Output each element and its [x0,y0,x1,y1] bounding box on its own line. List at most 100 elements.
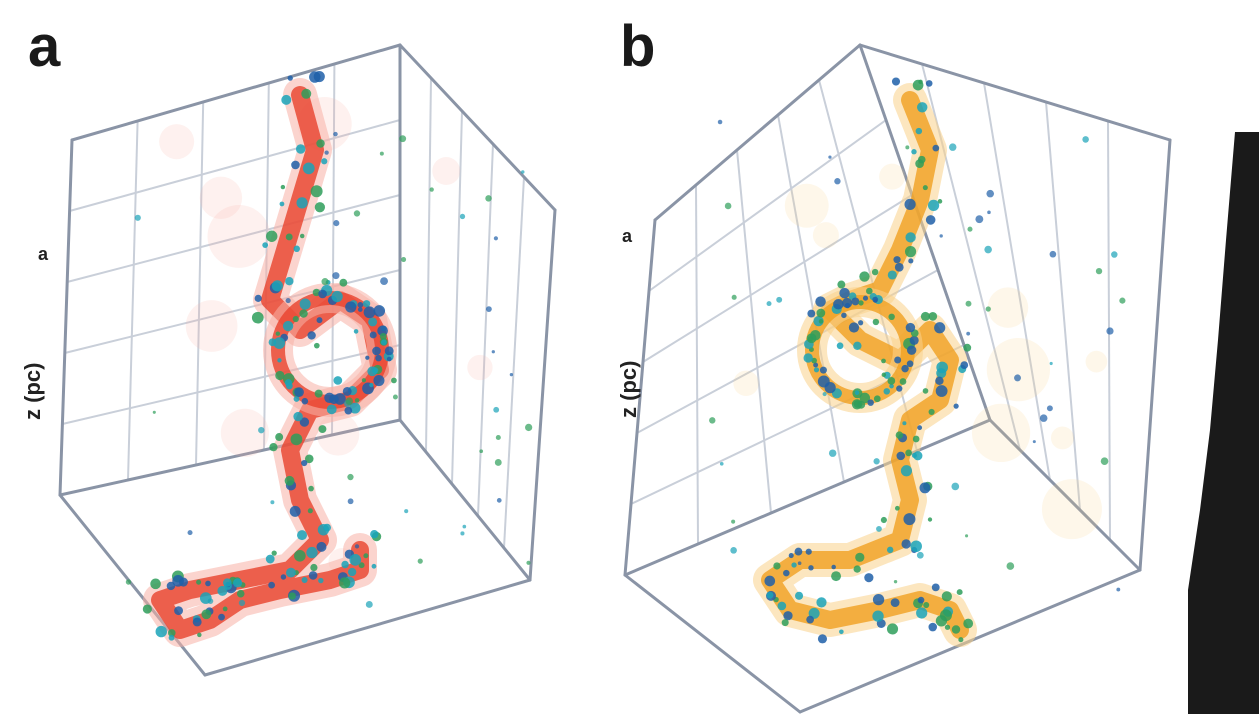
panel-a-point [339,577,351,589]
panel-a-point [363,306,376,319]
panel-b-point [848,322,860,333]
panel-a-point [265,554,275,564]
panel-a-points [125,70,533,641]
panel-a-grid-line [477,143,494,517]
panel-a-point [251,311,264,324]
panel-a-point [345,301,357,313]
panel-b-point [788,553,794,559]
panel-a-point [353,329,359,334]
panel-b-point [797,561,802,566]
panel-a-grid [62,63,525,549]
panel-b-point [927,199,940,211]
panel-a-point [258,426,265,434]
panel-b-point [867,399,874,406]
panel-b-point [944,624,951,630]
panel-b-point [766,591,774,599]
panel-b-point [916,607,928,619]
panel-b-point [841,312,847,319]
panel-b-point [896,385,903,392]
panel-b-point [903,513,916,526]
panel-b-point [808,565,814,571]
panel-a-point [222,606,228,612]
panel-a-grid-line [503,176,525,549]
panel-b-point [908,258,914,264]
panel-a-point [357,302,364,308]
panel-b-point [911,149,917,155]
panel-b-point [719,461,724,466]
panel-b-point [966,331,971,336]
panel-b-point [818,319,824,324]
panel-b-halo-blob [879,163,906,190]
panel-a-point [324,150,329,155]
panel-b-z-axis-label: z (pc) [616,360,641,418]
panel-b-halo-blob [1085,350,1108,373]
panel-a-point [333,220,340,227]
panel-b-cube-edge [623,418,992,577]
panel-a-point [371,367,379,374]
panel-b-point [873,458,880,465]
panel-b-point [806,333,817,344]
panel-a-point [429,187,434,192]
panel-a-point [308,571,318,580]
panel-b-point [905,449,912,457]
panel-a-cube-edge [58,138,74,497]
panel-b-point [764,575,776,587]
panel-a-point [302,162,315,175]
panel-b-point [1046,405,1053,412]
panel-b-point [951,625,961,634]
panel-b-point [905,232,916,243]
panel-a-halo-blob [159,124,195,160]
panel-a-point [371,563,377,569]
panel-b-halo-blob [986,337,1051,402]
panel-b-point [881,372,887,378]
panel-b-cube-edge [858,43,1172,142]
panel-a-point [331,290,343,303]
panel-b-point [851,297,860,306]
panel-a-point [384,346,394,356]
panel-a-point [196,579,202,585]
panel-a-grid-line [195,101,205,466]
panel-a-point [307,508,313,514]
panel-a-point [205,580,211,587]
panel-b-halo [733,163,1108,540]
panel-b-point [925,215,936,225]
panel-a-point [271,550,277,556]
panel-b-axis-tick: a [622,226,633,246]
panel-a-point [380,277,388,286]
panel-a-point [347,498,354,505]
panel-b-point [916,551,924,559]
panel-a-point [294,387,304,398]
panel-a-point [280,184,286,190]
panel-a-point [314,202,326,213]
panel-b-point [928,408,935,415]
panel-a-point [363,553,369,559]
panel-a-point [310,185,323,198]
panel-a-point [321,158,328,165]
panel-a-point [307,331,316,340]
panel-a-point [496,497,502,503]
panel-a-point [304,454,314,464]
panel-a-point [289,505,301,517]
panel-a-grid-line [66,194,401,283]
panel-a-point [293,245,300,253]
panel-a-filament-core [151,86,389,639]
panel-a-point [373,305,386,317]
panel-a-point [379,333,387,340]
panel-a-point [299,417,310,427]
panel-b-point [901,364,909,373]
panel-a-point [174,606,183,616]
panel-a-point [347,567,357,577]
panel-b-point [813,362,819,368]
panel-a-point [295,144,306,154]
panel-b-point [844,302,851,309]
panel-a-point [345,397,354,405]
panel-b-point [1106,327,1114,335]
panel-b-point [859,271,870,282]
panel-a-point [281,94,292,105]
panel-b-point [816,597,827,608]
panel-a-point [313,342,320,349]
panel-a-point [362,300,371,308]
panel-a-point [373,375,385,387]
panel-a-point [354,544,360,549]
panel-a-point [399,135,407,143]
